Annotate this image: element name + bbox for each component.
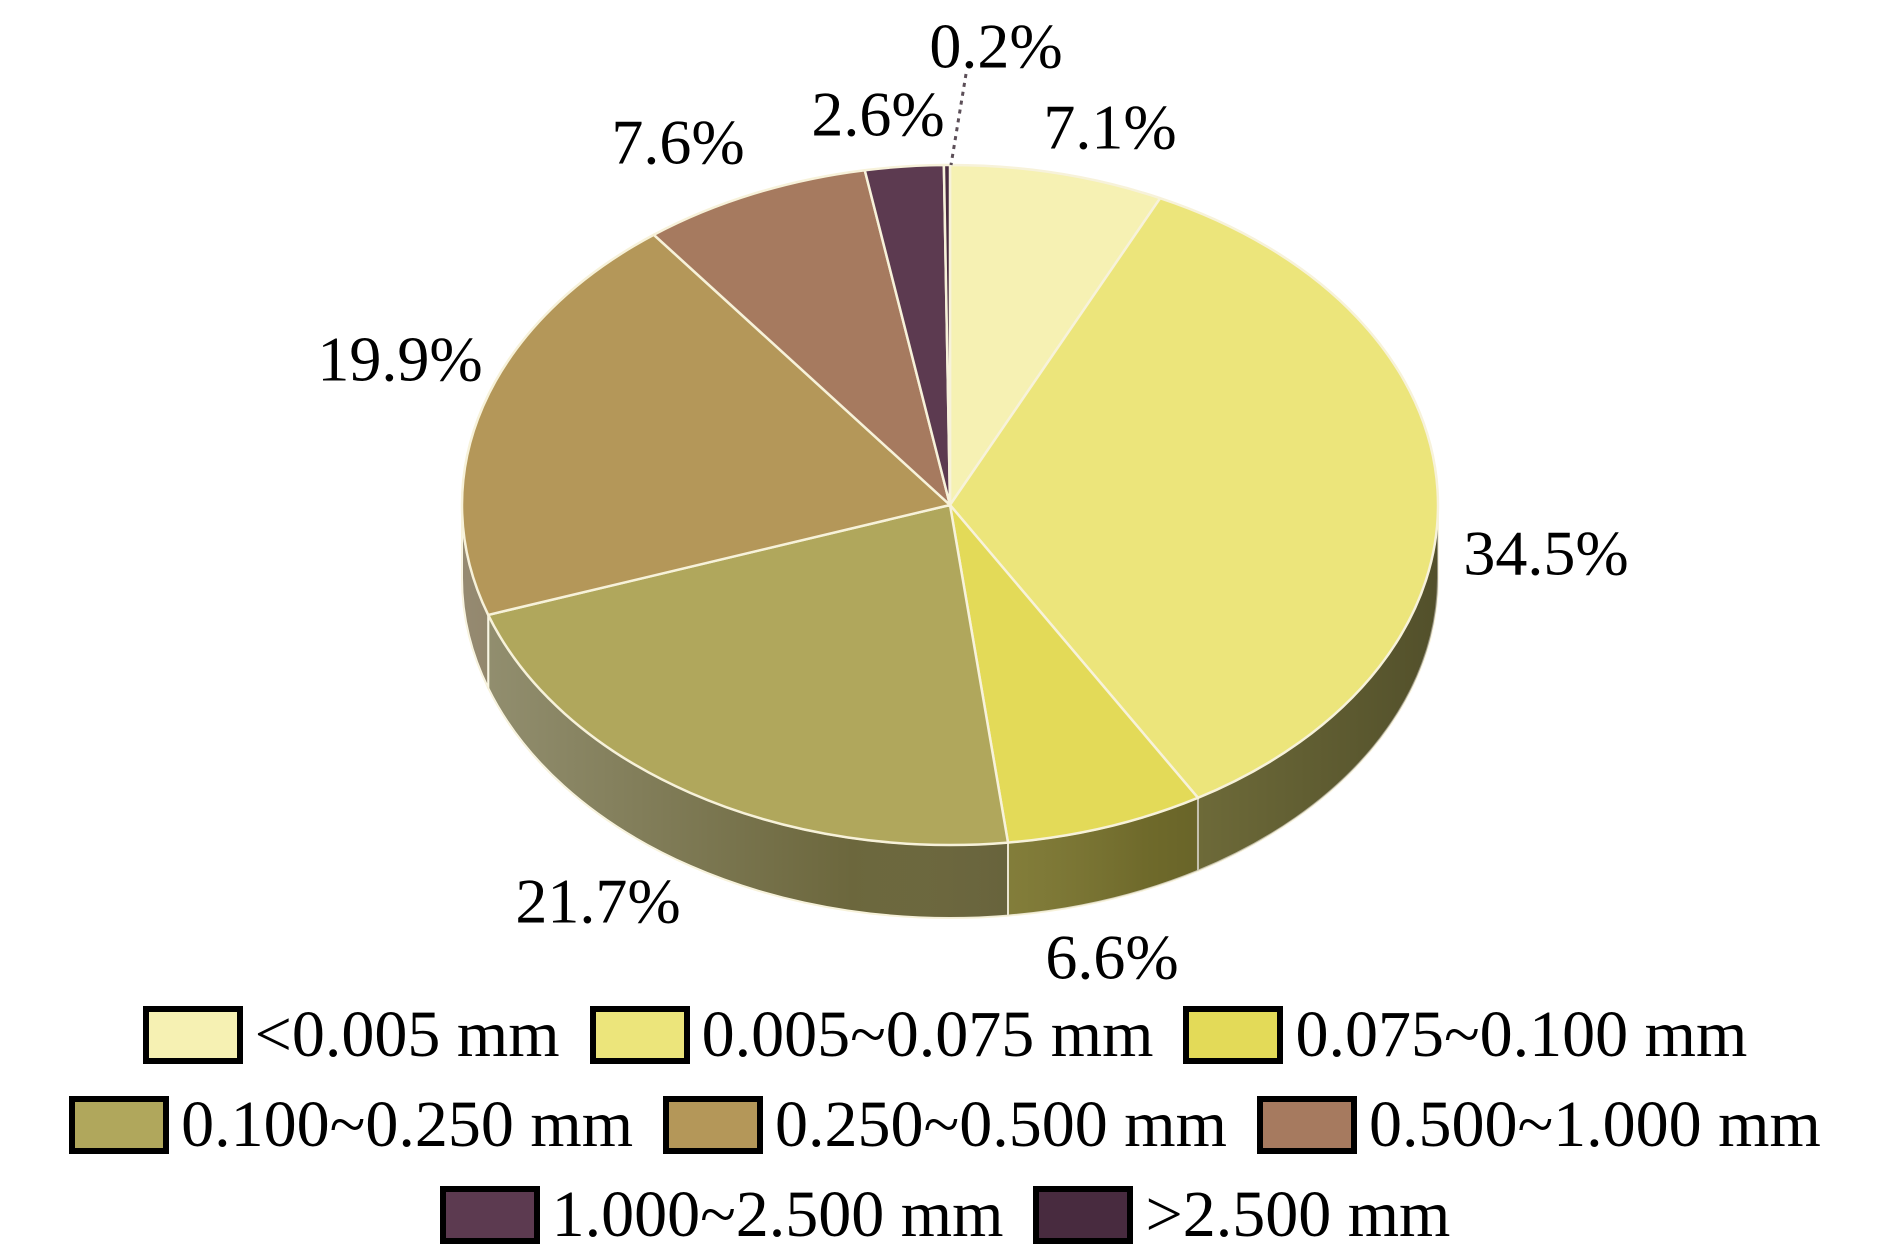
legend-label: 0.075~0.100 mm <box>1295 998 1748 1071</box>
pie-slice <box>486 503 1010 847</box>
legend-row-2: 0.100~0.250 mm 0.250~0.500 mm 0.500~1.00… <box>69 1092 1821 1158</box>
slice-percent-label: 6.6% <box>1045 922 1178 993</box>
legend-item: 0.250~0.500 mm <box>663 1092 1227 1158</box>
legend-label: >2.500 mm <box>1145 1178 1451 1251</box>
legend-item: 0.500~1.000 mm <box>1256 1088 1821 1161</box>
slice-percent-label: 19.9% <box>317 324 482 395</box>
pie-slice <box>652 168 952 507</box>
legend-swatch <box>142 1006 243 1064</box>
slice-percent-label: 0.2% <box>929 11 1062 82</box>
legend-label: 0.250~0.500 mm <box>775 1088 1227 1161</box>
slice-percent-label: 21.7% <box>515 866 680 937</box>
legend-swatch <box>1183 1006 1284 1064</box>
legend-swatch <box>663 1096 764 1154</box>
legend-item: <0.005 mm <box>142 998 560 1071</box>
legend-label: 0.100~0.250 mm <box>181 1088 634 1161</box>
pie-slice <box>460 233 952 617</box>
legend-swatch <box>1033 1186 1134 1244</box>
legend-swatch <box>1256 1096 1357 1154</box>
slice-percent-label: 7.1% <box>1043 92 1176 163</box>
legend-row-1: <0.005 mm 0.005~0.075 mm 0.075~0.100 mm <box>142 998 1747 1071</box>
legend-swatch <box>589 1006 690 1064</box>
legend-item: 0.075~0.100 mm <box>1183 1002 1747 1068</box>
legend-item: 0.005~0.075 mm <box>589 998 1154 1071</box>
legend-label: <0.005 mm <box>254 998 560 1071</box>
slice-percent-label: 7.6% <box>611 107 744 178</box>
legend-item: 0.100~0.250 mm <box>69 1092 633 1158</box>
legend-swatch <box>69 1096 170 1154</box>
pie-slice <box>948 503 1200 844</box>
legend-item: >2.500 mm <box>1033 1182 1450 1248</box>
slice-percent-label: 34.5% <box>1463 518 1628 589</box>
slice-percent-label: 2.6% <box>811 79 944 150</box>
legend-label: 1.000~2.500 mm <box>551 1178 1004 1251</box>
legend-label: 0.005~0.075 mm <box>701 998 1154 1071</box>
legend-item: 1.000~2.500 mm <box>439 1178 1004 1251</box>
leader-line <box>949 73 968 166</box>
legend-label: 0.500~1.000 mm <box>1368 1088 1821 1161</box>
pie-slice <box>942 163 952 507</box>
legend-row-3: 1.000~2.500 mm >2.500 mm <box>439 1178 1450 1251</box>
legend: <0.005 mm 0.005~0.075 mm 0.075~0.100 mm … <box>0 1002 1890 1248</box>
pie-slice <box>948 163 1162 507</box>
legend-swatch <box>439 1186 540 1244</box>
